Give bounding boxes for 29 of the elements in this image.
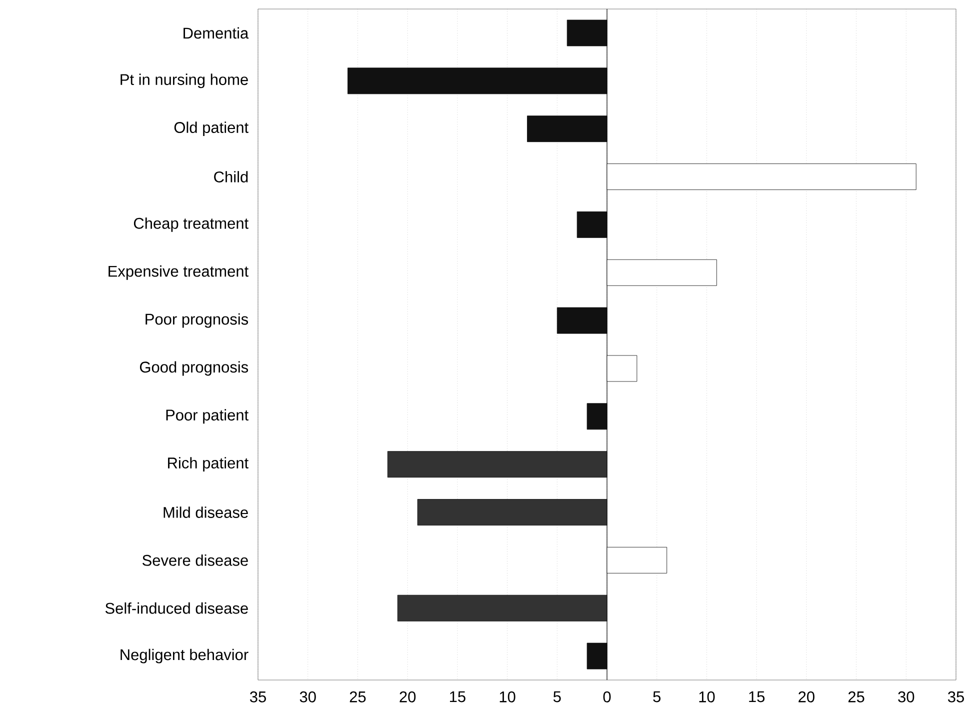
y-tick-label: Good prognosis [140, 361, 248, 376]
x-tick-label: 20 [400, 691, 416, 702]
x-tick-label: 15 [749, 691, 765, 702]
y-tick-label: Mild disease [164, 506, 248, 518]
y-tick-label: Dementia [184, 27, 249, 39]
y-tick-label: Cheap treatment [134, 217, 248, 232]
x-tick-label: 10 [500, 691, 516, 702]
x-tick-label: 20 [798, 691, 814, 702]
x-tick-label: 30 [898, 691, 914, 702]
y-tick-label: Poor prognosis [146, 313, 248, 328]
y-tick-label: Child [214, 171, 248, 182]
x-tick-label: 30 [300, 691, 316, 702]
x-tick-label: 10 [699, 691, 715, 702]
x-tick-label: 0 [603, 691, 611, 702]
y-tick-label: Rich patient [168, 457, 248, 472]
x-tick-label: 35 [250, 691, 266, 702]
x-tick-label: 5 [553, 691, 561, 702]
y-tick-label: Negligent behavior [120, 648, 248, 664]
y-tick-label: Old patient [174, 122, 248, 136]
y-tick-label: Expensive treatment [108, 265, 248, 280]
x-tick-label: 5 [653, 691, 661, 702]
y-tick-label: Pt in nursing home [120, 74, 248, 88]
y-tick-label: Poor patient [166, 409, 248, 424]
y-tick-label: Severe disease [142, 554, 248, 566]
x-tick-label: 25 [350, 691, 366, 702]
x-tick-label: 25 [848, 691, 864, 702]
x-tick-label: 15 [450, 691, 466, 702]
y-tick-label: Self-induced disease [105, 602, 248, 614]
x-tick-label: 35 [948, 691, 964, 702]
